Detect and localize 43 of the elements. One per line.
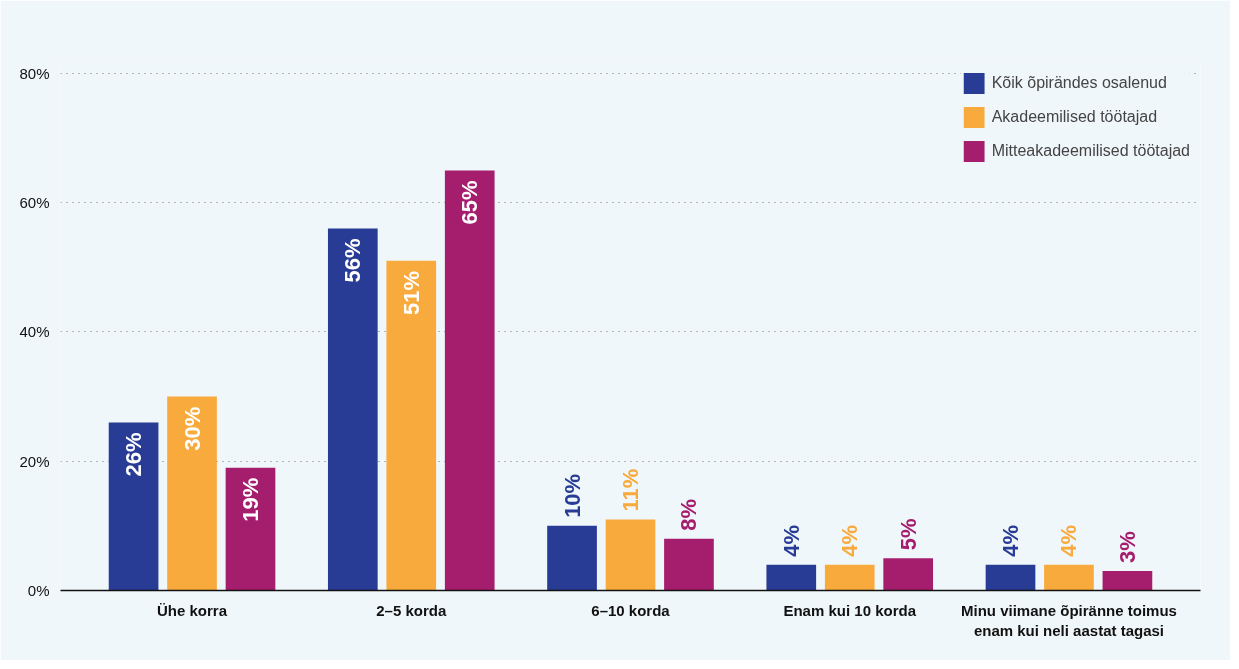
data-label: 3% — [1114, 531, 1140, 564]
y-tick-label: 60% — [19, 194, 50, 212]
data-label: 8% — [676, 499, 702, 531]
data-label: 51% — [398, 270, 424, 315]
data-label: 11% — [618, 468, 643, 512]
bar — [167, 396, 217, 591]
legend-label: Mitteakadeemilised töötajad — [991, 142, 1190, 160]
bar — [985, 564, 1036, 591]
data-label: 30% — [179, 406, 205, 451]
y-tick-label: 80% — [19, 64, 50, 82]
legend-label: Akadeemilised töötajad — [991, 108, 1158, 126]
data-label: 56% — [340, 238, 366, 283]
bar — [1102, 571, 1153, 591]
data-label: 4% — [998, 524, 1023, 557]
x-tick-label: 2–5 korda — [376, 601, 447, 619]
data-label: 19% — [238, 477, 263, 522]
x-tick-label: Minu viimane õpiränne toimus enam kui neli aastat tagasi — [961, 601, 1177, 639]
data-label: 4% — [778, 524, 804, 557]
data-label: 4% — [1056, 524, 1082, 557]
bar — [605, 519, 656, 591]
data-label: 4% — [837, 524, 863, 557]
bar — [327, 228, 378, 591]
bar — [386, 260, 437, 591]
bar — [225, 467, 276, 591]
bar — [824, 564, 875, 591]
bar — [1044, 564, 1094, 591]
x-tick-label: Ühe korra — [157, 601, 228, 619]
bar — [883, 558, 934, 591]
legend-label: Kõik õpirändes osalenud — [991, 74, 1167, 92]
y-tick-label: 40% — [19, 323, 50, 341]
data-label: 5% — [895, 518, 921, 551]
y-tick-label: 20% — [19, 452, 50, 470]
x-tick-label: 6–10 korda — [591, 601, 671, 619]
y-tick-label: 0% — [27, 582, 50, 599]
bar — [664, 538, 714, 591]
data-label: 26% — [121, 432, 147, 477]
bar — [108, 422, 159, 591]
x-tick-label: Enam kui 10 korda — [783, 601, 917, 619]
data-label: 65% — [457, 180, 483, 225]
bar — [547, 525, 597, 591]
data-label: 10% — [559, 473, 585, 518]
bar — [444, 170, 495, 591]
bar — [766, 564, 817, 591]
